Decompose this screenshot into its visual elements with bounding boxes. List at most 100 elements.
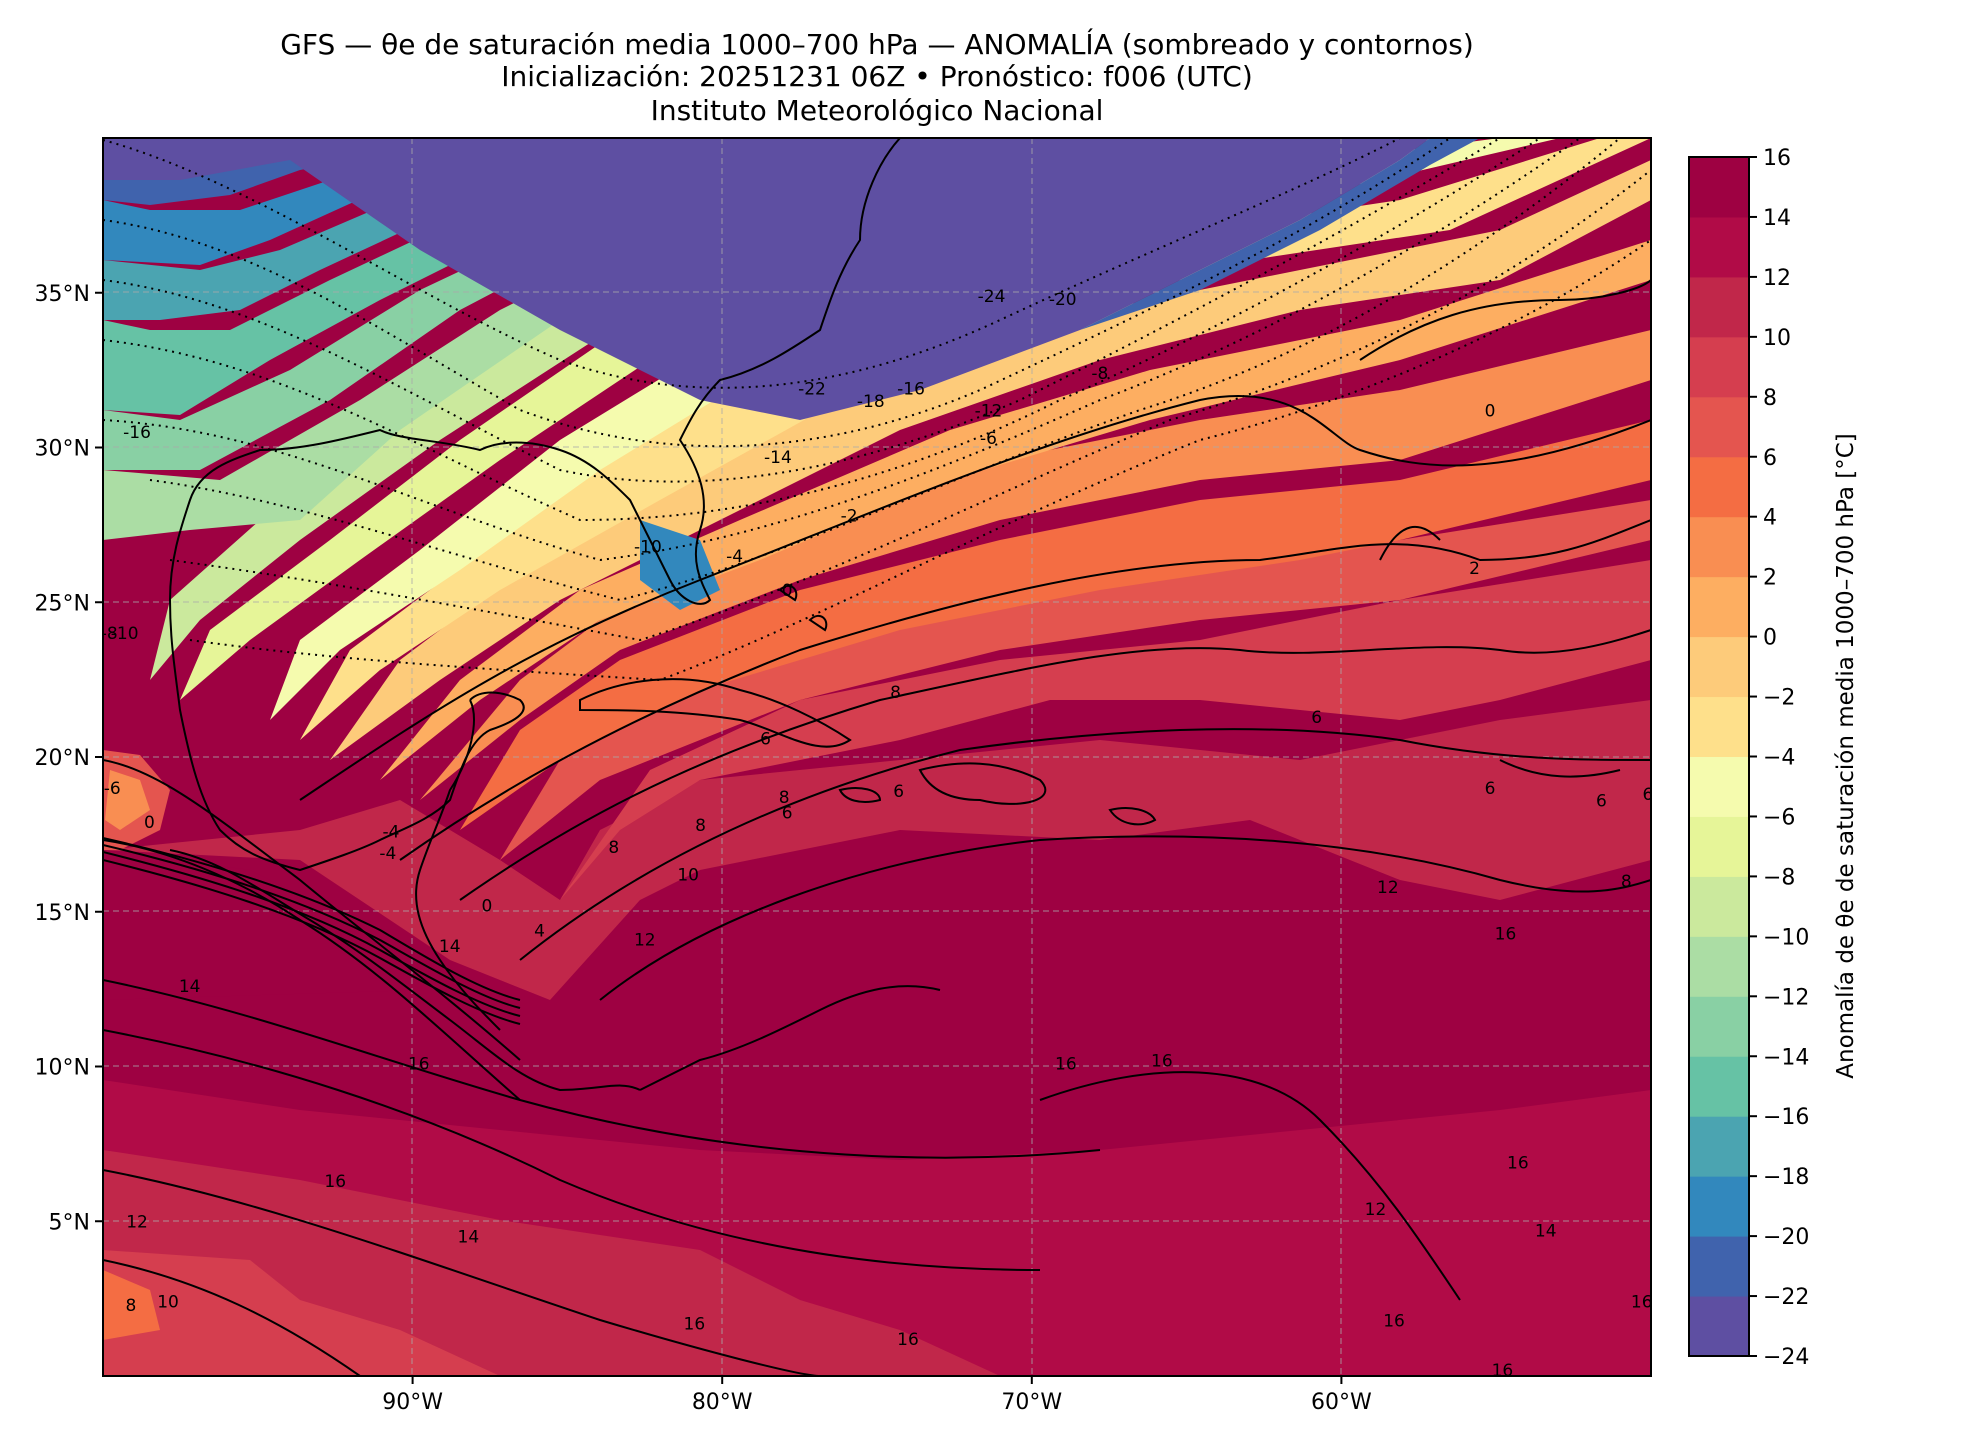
colorbar-band	[1689, 636, 1749, 698]
title-line-1: GFS — θe de saturación media 1000–700 hP…	[280, 28, 1474, 61]
contour-label: 14	[439, 937, 461, 957]
contour-label: 8	[1621, 872, 1632, 892]
latitude-ticks: 35°N 30°N 25°N 20°N 15°N 10°N 5°N	[35, 282, 103, 1235]
colorbar-label: Anomalía de θe de saturación media 1000–…	[1833, 433, 1859, 1078]
colorbar-band	[1689, 756, 1749, 817]
contour-label: -10	[634, 538, 662, 558]
contour-label: 16	[1383, 1311, 1405, 1331]
islands	[579, 584, 1157, 826]
colorbar-tick-label: −18	[1763, 1165, 1809, 1190]
colorbar-band	[1689, 1056, 1749, 1117]
contour-label: 8	[890, 683, 901, 703]
colorbar-band	[1689, 516, 1749, 578]
colorbar-band	[1689, 696, 1749, 757]
contour-label: 16	[1495, 924, 1517, 944]
contour-label: -4	[726, 547, 743, 567]
contour-label: 6	[782, 804, 793, 824]
negative-contours	[103, 138, 1651, 682]
lat-tick-label: 5°N	[49, 1210, 90, 1235]
colorbar-tick-label: 14	[1763, 206, 1791, 231]
title-line-3: Instituto Meteorológico Nacional	[650, 94, 1104, 127]
contour-label: 4	[534, 921, 545, 941]
contour-bundle	[103, 837, 521, 1025]
contour-label: 10	[157, 1293, 179, 1313]
longitude-ticks: 90°W 80°W 70°W 60°W	[382, 1376, 1372, 1415]
colorbar-band	[1689, 1116, 1749, 1177]
contour-label: 6	[1642, 785, 1653, 805]
lat-tick-label: 25°N	[35, 591, 90, 616]
colorbar-tick-label: −6	[1763, 805, 1795, 830]
colorbar-tick-label: 8	[1763, 386, 1777, 411]
colorbar-tick-label: −10	[1763, 925, 1809, 950]
contour-label: 16	[1151, 1051, 1173, 1071]
colorbar-tick-label: 10	[1763, 326, 1791, 351]
contour-label: -6	[980, 429, 997, 449]
colorbar-band	[1689, 1296, 1749, 1357]
colorbar-band	[1689, 216, 1749, 278]
contour-label: 6	[1485, 779, 1496, 799]
colorbar-tick-label: −2	[1763, 686, 1795, 711]
coastlines	[168, 138, 941, 1092]
contour-label: 0	[481, 897, 492, 917]
contour-label: 14	[179, 977, 201, 997]
colorbar-tick-label: 12	[1763, 266, 1791, 291]
lat-tick-label: 10°N	[35, 1056, 90, 1081]
contour-label: -2	[841, 507, 858, 527]
colorbar-band	[1689, 1176, 1749, 1237]
contour-label: -4	[382, 822, 399, 842]
contour-label: 16	[1631, 1293, 1653, 1313]
colorbar-band	[1689, 336, 1749, 398]
contour-label: -4	[379, 844, 396, 864]
colorbar-band	[1689, 456, 1749, 518]
contour-label: 14	[1535, 1222, 1557, 1242]
colorbar-band	[1689, 576, 1749, 638]
contour-label: 8	[608, 838, 619, 858]
contour-label: 16	[324, 1172, 346, 1192]
colorbar-tick-label: −20	[1763, 1225, 1809, 1250]
colorbar-tick-label: 16	[1763, 146, 1791, 171]
colorbar: 16 14 12 10 8 6 4 2 0 −2 −4 −6 −8 −10 −12 −14 −16 −18 −20 −…	[1688, 146, 1859, 1370]
contour-label: -22	[798, 380, 826, 400]
contour-label: 8	[695, 816, 706, 836]
colorbar-tick-label: −14	[1763, 1045, 1809, 1070]
colorbar-band	[1689, 936, 1749, 997]
contour-label: -12	[975, 401, 1003, 421]
colorbar-band	[1689, 276, 1749, 338]
colorbar-band	[1689, 396, 1749, 458]
colorbar-band	[1689, 1236, 1749, 1297]
colorbar-tick-label: −22	[1763, 1285, 1809, 1310]
contour-label: 16	[408, 1054, 430, 1074]
contour-label: -20	[1049, 290, 1077, 310]
contour-label: -6	[104, 779, 121, 799]
colorbar-band	[1689, 876, 1749, 937]
contour-label: -16	[897, 380, 925, 400]
contour-label: 16	[1492, 1361, 1514, 1381]
contour-label: 14	[458, 1228, 480, 1248]
colorbar-band	[1689, 157, 1749, 218]
colorbar-tick-label: −4	[1763, 746, 1795, 771]
contour-label: -14	[764, 448, 792, 468]
contour-label: 0	[144, 813, 155, 833]
lat-tick-label: 30°N	[35, 437, 90, 462]
contour-label: -10	[111, 624, 139, 644]
contour-label: 6	[1311, 708, 1322, 728]
lat-tick-label: 15°N	[35, 901, 90, 926]
colorbar-tick-label: −8	[1763, 865, 1795, 890]
colorbar-tick-label: −12	[1763, 985, 1809, 1010]
contour-label: 0	[782, 581, 793, 601]
contour-label: -18	[857, 392, 885, 412]
contour-label: 8	[779, 788, 790, 808]
contour-label: 12	[126, 1212, 148, 1232]
contour-label: 0	[1485, 401, 1496, 421]
contour-label: 2	[1469, 559, 1480, 579]
colorbar-band	[1689, 996, 1749, 1057]
colorbar-tick-label: 2	[1763, 566, 1777, 591]
lat-tick-label: 20°N	[35, 746, 90, 771]
gridlines	[103, 138, 1651, 1376]
contour-label: 6	[893, 782, 904, 802]
contour-label: 16	[1507, 1153, 1529, 1173]
contour-label: -16	[123, 423, 151, 443]
lat-tick-label: 35°N	[35, 282, 90, 307]
contour-label: 16	[684, 1314, 706, 1334]
